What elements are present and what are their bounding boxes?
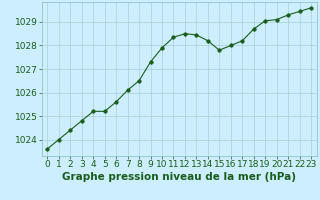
X-axis label: Graphe pression niveau de la mer (hPa): Graphe pression niveau de la mer (hPa) <box>62 172 296 182</box>
